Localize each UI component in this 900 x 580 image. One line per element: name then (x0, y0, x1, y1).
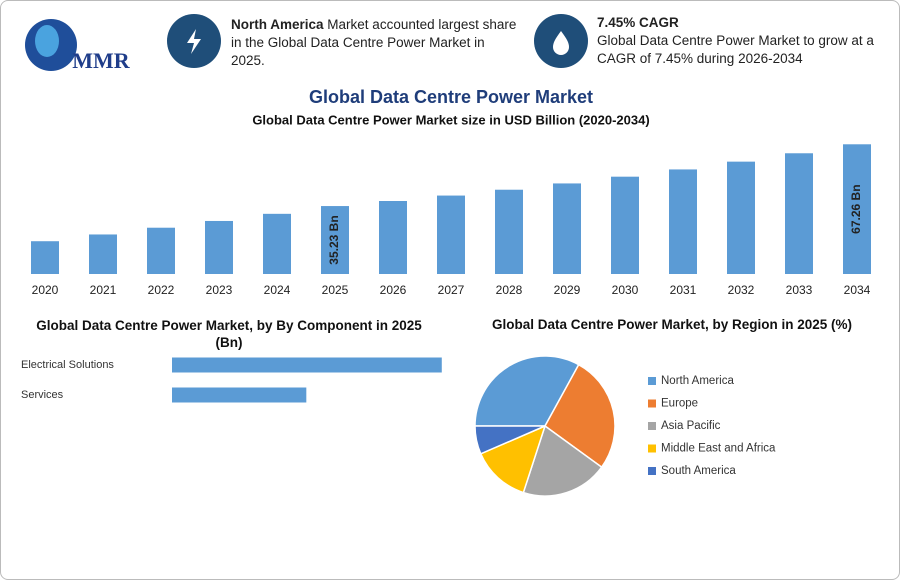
x-tick-label: 2031 (670, 283, 697, 297)
info-box: 7.45% CAGR Global Data Centre Power Marke… (597, 14, 887, 68)
legend-label: Europe (661, 398, 698, 410)
bar (31, 241, 59, 274)
legend-swatch (648, 444, 656, 453)
x-tick-label: 2032 (728, 283, 755, 297)
x-tick-label: 2027 (438, 283, 465, 297)
bar (785, 153, 813, 274)
bar (669, 169, 697, 274)
x-tick-label: 2030 (612, 283, 639, 297)
x-tick-label: 2033 (786, 283, 813, 297)
pie-slice (474, 355, 580, 427)
legend-swatch (648, 399, 656, 408)
x-tick-label: 2034 (844, 283, 871, 297)
x-tick-label: 2028 (496, 283, 523, 297)
info-text: Market accounted largest share in the Gl… (231, 17, 517, 68)
pie-slice (522, 424, 603, 497)
bar (611, 176, 639, 274)
drop-icon (553, 31, 569, 55)
logo-text: MMR (72, 48, 131, 73)
pie-slice (474, 425, 546, 455)
bar (147, 227, 175, 274)
x-tick-label: 2023 (206, 283, 233, 297)
info-title: 7.45% CAGR (597, 15, 679, 30)
value-label: 35.23 Bn (327, 215, 341, 264)
x-tick-label: 2024 (264, 283, 291, 297)
legend-label: North America (661, 375, 734, 387)
bar (205, 220, 233, 274)
x-tick-label: 2029 (554, 283, 581, 297)
subtitle: Global Data Centre Power Market size in … (252, 112, 649, 127)
legend-label: Asia Pacific (661, 420, 721, 432)
info-text: Global Data Centre Power Market to grow … (597, 33, 874, 66)
x-tick-label: 2020 (32, 283, 59, 297)
legend-swatch (648, 422, 656, 430)
legend-swatch (648, 377, 656, 385)
bar (172, 357, 442, 373)
pie-slice (544, 363, 616, 469)
bar (321, 206, 349, 274)
x-tick-label: 2021 (90, 283, 117, 297)
bar (727, 161, 755, 274)
y-tick-label: Electrical Solutions (21, 359, 114, 371)
chart-title: Global Data Centre Power Market, by Regi… (491, 317, 853, 332)
bar (553, 183, 581, 274)
bar (89, 234, 117, 274)
value-label: 67.26 Bn (849, 184, 863, 233)
chart-title: Global Data Centre Power Market, by By C… (36, 318, 422, 350)
bar (172, 387, 307, 403)
main-title: Global Data Centre Power Market (309, 87, 593, 107)
legend-label: South America (661, 465, 736, 477)
bar (437, 195, 465, 274)
x-tick-label: 2025 (322, 283, 349, 297)
pie-slice (479, 424, 547, 494)
x-tick-label: 2022 (148, 283, 175, 297)
logo-land (35, 25, 59, 57)
legend-swatch (648, 467, 656, 475)
legend-label: Middle East and Africa (661, 443, 776, 455)
bar (379, 201, 407, 274)
y-tick-label: Services (21, 389, 64, 401)
bar (263, 213, 291, 274)
bar (495, 189, 523, 274)
bolt-icon (187, 29, 201, 54)
info-highlight: North America (231, 17, 324, 32)
bar (843, 144, 871, 274)
x-tick-label: 2026 (380, 283, 407, 297)
info-box: North America Market accounted largest s… (231, 16, 521, 70)
